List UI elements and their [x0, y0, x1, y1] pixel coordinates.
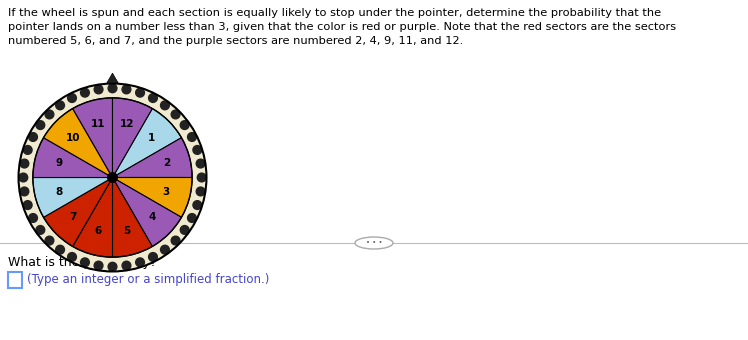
Circle shape	[55, 101, 64, 110]
Wedge shape	[112, 177, 182, 246]
Circle shape	[197, 173, 206, 182]
Circle shape	[171, 110, 180, 119]
Text: 1: 1	[148, 133, 156, 143]
Circle shape	[149, 94, 157, 102]
Wedge shape	[112, 177, 192, 217]
Wedge shape	[43, 177, 112, 246]
Circle shape	[20, 187, 28, 196]
Text: 5: 5	[123, 226, 131, 236]
Text: 9: 9	[55, 158, 62, 168]
Text: 10: 10	[66, 133, 80, 143]
Text: 7: 7	[70, 212, 77, 222]
Circle shape	[23, 201, 32, 209]
Circle shape	[67, 253, 76, 261]
Text: numbered 5, 6, and 7, and the purple sectors are numbered 2, 4, 9, 11, and 12.: numbered 5, 6, and 7, and the purple sec…	[8, 36, 463, 46]
Wedge shape	[33, 177, 112, 217]
Circle shape	[193, 146, 202, 154]
Circle shape	[161, 245, 169, 254]
Circle shape	[171, 236, 180, 245]
Text: 6: 6	[94, 226, 102, 236]
Circle shape	[45, 110, 54, 119]
Circle shape	[45, 236, 54, 245]
Circle shape	[188, 133, 196, 141]
Circle shape	[149, 253, 157, 261]
Circle shape	[122, 261, 131, 270]
Circle shape	[36, 225, 45, 234]
Circle shape	[122, 85, 131, 94]
Text: 8: 8	[55, 187, 62, 197]
Circle shape	[94, 261, 103, 270]
Wedge shape	[43, 108, 112, 177]
Circle shape	[135, 88, 144, 97]
Circle shape	[108, 173, 117, 182]
Wedge shape	[112, 138, 192, 177]
Circle shape	[94, 85, 103, 94]
Text: 12: 12	[120, 119, 134, 129]
Circle shape	[135, 258, 144, 267]
Circle shape	[193, 201, 202, 209]
Circle shape	[36, 121, 45, 130]
Text: • • •: • • •	[366, 240, 382, 246]
Circle shape	[180, 121, 189, 130]
Circle shape	[81, 258, 89, 267]
Circle shape	[108, 84, 117, 93]
Circle shape	[67, 94, 76, 102]
Polygon shape	[107, 73, 118, 83]
Wedge shape	[112, 108, 182, 177]
Circle shape	[19, 173, 28, 182]
Circle shape	[108, 262, 117, 271]
Circle shape	[196, 159, 205, 168]
Wedge shape	[33, 138, 112, 177]
Wedge shape	[73, 98, 112, 177]
Circle shape	[23, 146, 32, 154]
Circle shape	[81, 88, 89, 97]
Circle shape	[28, 133, 37, 141]
Text: 3: 3	[163, 187, 170, 197]
Ellipse shape	[355, 237, 393, 249]
FancyBboxPatch shape	[8, 272, 22, 288]
Text: 11: 11	[91, 119, 105, 129]
Circle shape	[188, 214, 196, 222]
Circle shape	[28, 214, 37, 222]
Circle shape	[161, 101, 169, 110]
Text: What is the probability?: What is the probability?	[8, 256, 156, 269]
Wedge shape	[112, 177, 153, 257]
Text: 2: 2	[163, 158, 170, 168]
Circle shape	[196, 187, 205, 196]
Text: pointer lands on a number less than 3, given that the color is red or purple. No: pointer lands on a number less than 3, g…	[8, 22, 676, 32]
Circle shape	[20, 159, 28, 168]
Text: 4: 4	[148, 212, 156, 222]
Text: (Type an integer or a simplified fraction.): (Type an integer or a simplified fractio…	[27, 273, 269, 287]
Text: If the wheel is spun and each section is equally likely to stop under the pointe: If the wheel is spun and each section is…	[8, 8, 661, 18]
Wedge shape	[73, 177, 112, 257]
Wedge shape	[112, 98, 153, 177]
Circle shape	[55, 245, 64, 254]
Circle shape	[180, 225, 189, 234]
Circle shape	[19, 84, 206, 271]
